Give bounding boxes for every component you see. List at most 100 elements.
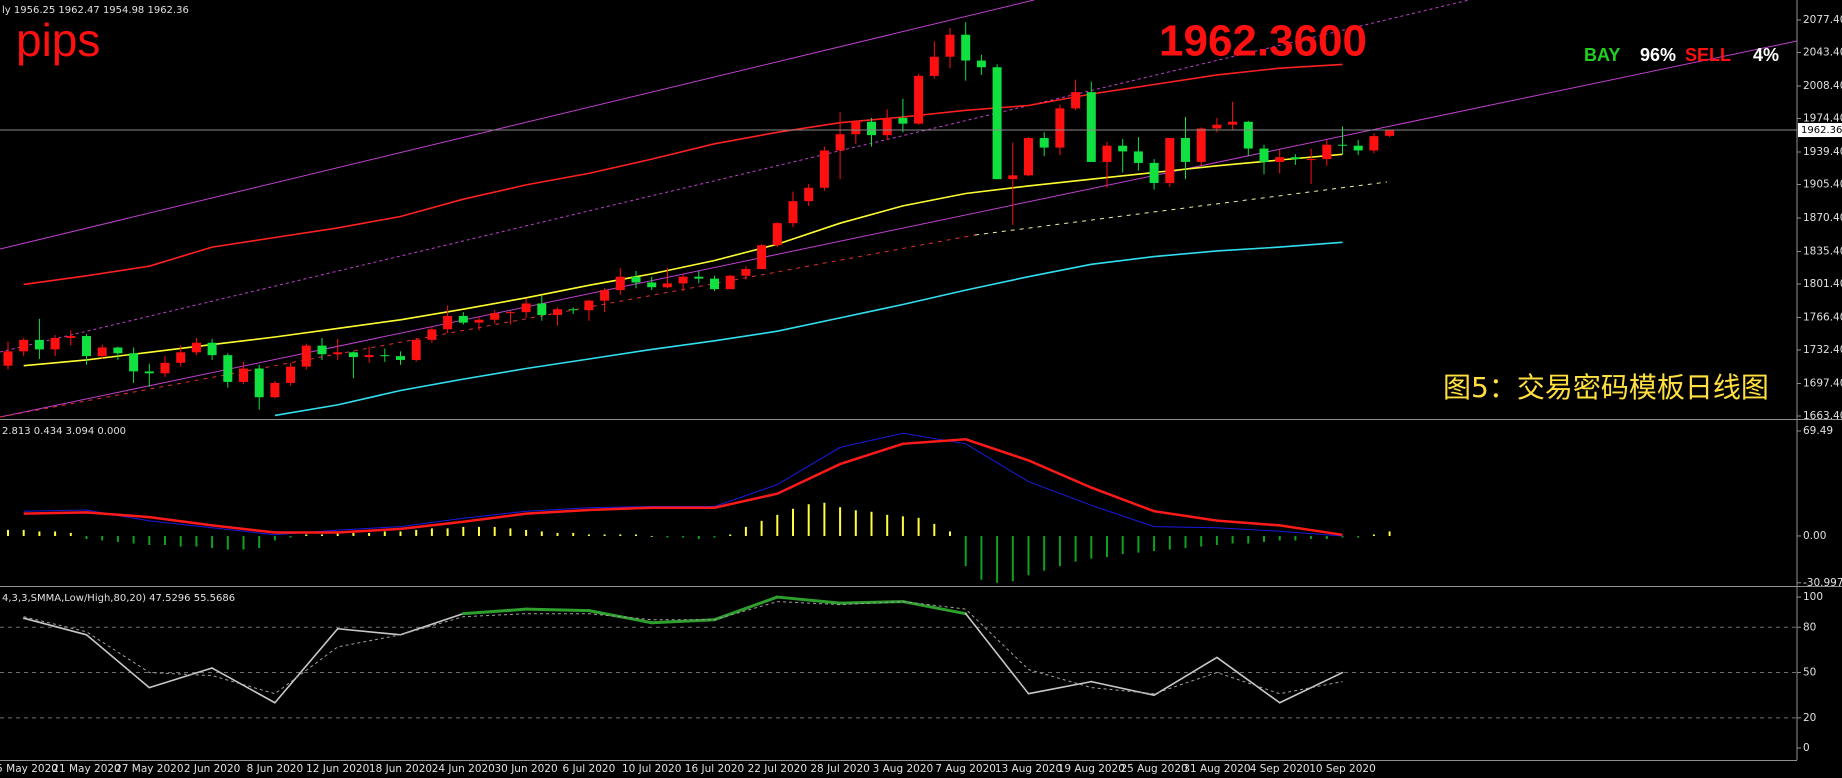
- candle-body: [788, 201, 798, 224]
- candle-body: [160, 362, 170, 374]
- histogram-bar: [1215, 535, 1218, 546]
- candle-body: [898, 117, 908, 124]
- candle-body: [521, 303, 531, 313]
- histogram-bar: [525, 529, 528, 536]
- candle-body: [568, 309, 578, 311]
- signal-line: [23, 601, 1343, 695]
- candle-body: [694, 276, 704, 279]
- histogram-bar: [839, 507, 842, 536]
- histogram-bar: [493, 526, 496, 536]
- candle-body: [835, 134, 845, 151]
- candle-body: [380, 355, 390, 357]
- candle-body: [129, 353, 139, 372]
- histogram-bar: [980, 535, 983, 580]
- y-tick-label: 1732.40: [1803, 344, 1842, 356]
- candle-body: [113, 347, 123, 354]
- candle-body: [584, 300, 594, 311]
- candle-body: [396, 356, 405, 360]
- x-tick-label: 16 Jul 2020: [685, 763, 744, 775]
- moving-average: [274, 241, 1343, 417]
- candle-body: [176, 352, 186, 363]
- candle-body: [662, 283, 672, 288]
- histogram-bar: [1388, 531, 1391, 536]
- histogram-bar: [1027, 535, 1030, 576]
- histogram-bar: [132, 535, 135, 544]
- candle-body: [631, 276, 641, 283]
- main-line-segment: [1278, 671, 1344, 704]
- candle-body: [254, 368, 264, 398]
- price-display: 1962.3600: [1159, 17, 1367, 66]
- watermark: 图5：交易密码模板日线图: [1443, 371, 1769, 404]
- candle-body: [443, 315, 453, 330]
- main-line-segment: [1090, 680, 1155, 696]
- histogram-bar: [54, 531, 57, 536]
- main-line-segment: [336, 627, 402, 636]
- histogram-bar: [179, 535, 182, 547]
- histogram-bar: [1263, 535, 1265, 543]
- candle-body: [537, 303, 547, 315]
- y-tick-label: 1870.40: [1803, 212, 1842, 224]
- candle-body: [191, 342, 201, 353]
- candle-body: [364, 355, 374, 358]
- x-tick-label: 30 Jun 2020: [495, 763, 558, 775]
- candle-body: [1165, 138, 1175, 183]
- sell-value: 4%: [1753, 45, 1779, 65]
- histogram-bar: [650, 535, 653, 537]
- histogram-bar: [478, 526, 480, 536]
- candle-body: [914, 75, 924, 124]
- candle-body: [34, 339, 44, 350]
- candle-body: [1228, 121, 1238, 125]
- candle-body: [1039, 138, 1049, 148]
- candle-body: [505, 312, 515, 314]
- histogram-bar: [69, 532, 72, 536]
- histogram-bar: [807, 504, 810, 536]
- histogram-bar: [164, 535, 166, 546]
- candle-body: [223, 355, 233, 382]
- main-line-segment: [148, 667, 213, 689]
- histogram-bar: [603, 534, 606, 536]
- histogram-bar: [901, 516, 904, 536]
- histogram-bar: [1168, 535, 1171, 550]
- histogram-bar: [1231, 535, 1234, 544]
- buy-value: 96%: [1640, 45, 1676, 65]
- histogram-bar: [1372, 534, 1375, 536]
- main-line-segment: [524, 607, 591, 613]
- histogram-bar: [462, 526, 465, 536]
- candle-body: [19, 339, 29, 352]
- candle-body: [1118, 145, 1128, 152]
- y-tick-label: 1663.40: [1803, 410, 1842, 422]
- histogram-bar: [572, 532, 575, 536]
- histogram-bar: [7, 529, 9, 536]
- histogram-bar: [540, 531, 543, 536]
- y-tick-label: 20: [1803, 712, 1816, 724]
- candle-body: [1102, 145, 1112, 162]
- histogram-bar: [1121, 535, 1124, 555]
- histogram-bar: [509, 528, 512, 536]
- x-tick-label: 22 Jul 2020: [748, 763, 807, 775]
- histogram-bar: [713, 535, 716, 538]
- histogram-bar: [556, 532, 559, 536]
- candle-body: [1259, 148, 1269, 162]
- candle-body: [1212, 124, 1222, 129]
- histogram-bar: [949, 531, 951, 536]
- candle-body: [929, 56, 939, 76]
- histogram-bar: [1294, 535, 1297, 541]
- candle-body: [1322, 144, 1332, 160]
- main-line-segment: [713, 595, 779, 622]
- candle-body: [1306, 159, 1316, 161]
- histogram-bar: [399, 531, 402, 536]
- moving-average: [23, 153, 1343, 367]
- histogram-bar: [430, 528, 433, 536]
- main-line-segment: [274, 627, 339, 704]
- candle-body: [1133, 151, 1143, 163]
- main-line-segment: [1153, 656, 1218, 696]
- candle-body: [1385, 130, 1395, 136]
- candle-body: [647, 282, 657, 288]
- panel-title: 2.813 0.434 3.094 0.000: [2, 426, 126, 437]
- candle-body: [50, 337, 60, 350]
- x-tick-label: 10 Jul 2020: [622, 763, 681, 775]
- candle-body: [945, 34, 955, 57]
- candle-body: [427, 329, 437, 340]
- histogram-bar: [148, 535, 151, 546]
- y-tick-label: 2077.40: [1803, 14, 1842, 26]
